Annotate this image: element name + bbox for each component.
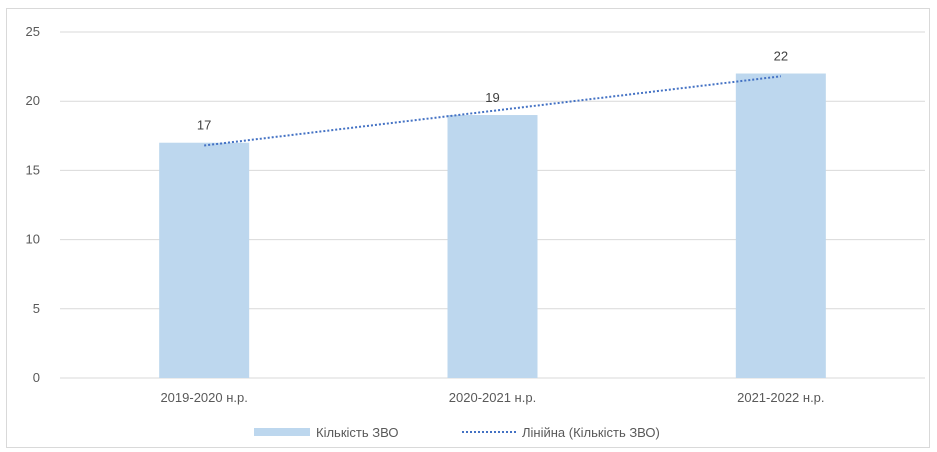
data-label-2: 19	[485, 90, 499, 105]
bar-2	[447, 115, 538, 378]
x-tick-label-2: 2020-2021 н.р.	[449, 390, 536, 405]
data-label-3: 22	[774, 49, 788, 64]
data-labels: 17 19 22	[197, 49, 788, 133]
y-tick-label-0: 0	[33, 370, 40, 385]
legend-swatch-bar	[254, 428, 310, 436]
bars	[159, 73, 826, 379]
trendline	[204, 75, 781, 147]
data-label-1: 17	[197, 118, 211, 133]
legend: Кількість ЗВО Лінійна (Кількість ЗВО)	[254, 425, 660, 440]
x-axis-tick-labels: 2019-2020 н.р. 2020-2021 н.р. 2021-2022 н.…	[160, 390, 824, 405]
x-tick-label-3: 2021-2022 н.р.	[737, 390, 824, 405]
bar-1	[159, 142, 250, 378]
y-tick-label-5: 5	[33, 301, 40, 316]
trendline-layer	[204, 75, 781, 147]
y-tick-label-10: 10	[26, 232, 40, 247]
legend-label-trendline: Лінійна (Кількість ЗВО)	[522, 425, 660, 440]
y-axis-tick-labels: 0 5 10 15 20 25	[26, 24, 40, 385]
y-tick-label-15: 15	[26, 162, 40, 177]
y-tick-label-25: 25	[26, 24, 40, 39]
legend-label-series: Кількість ЗВО	[316, 425, 398, 440]
x-tick-label-1: 2019-2020 н.р.	[160, 390, 247, 405]
bar-3	[735, 73, 826, 379]
y-tick-label-20: 20	[26, 93, 40, 108]
